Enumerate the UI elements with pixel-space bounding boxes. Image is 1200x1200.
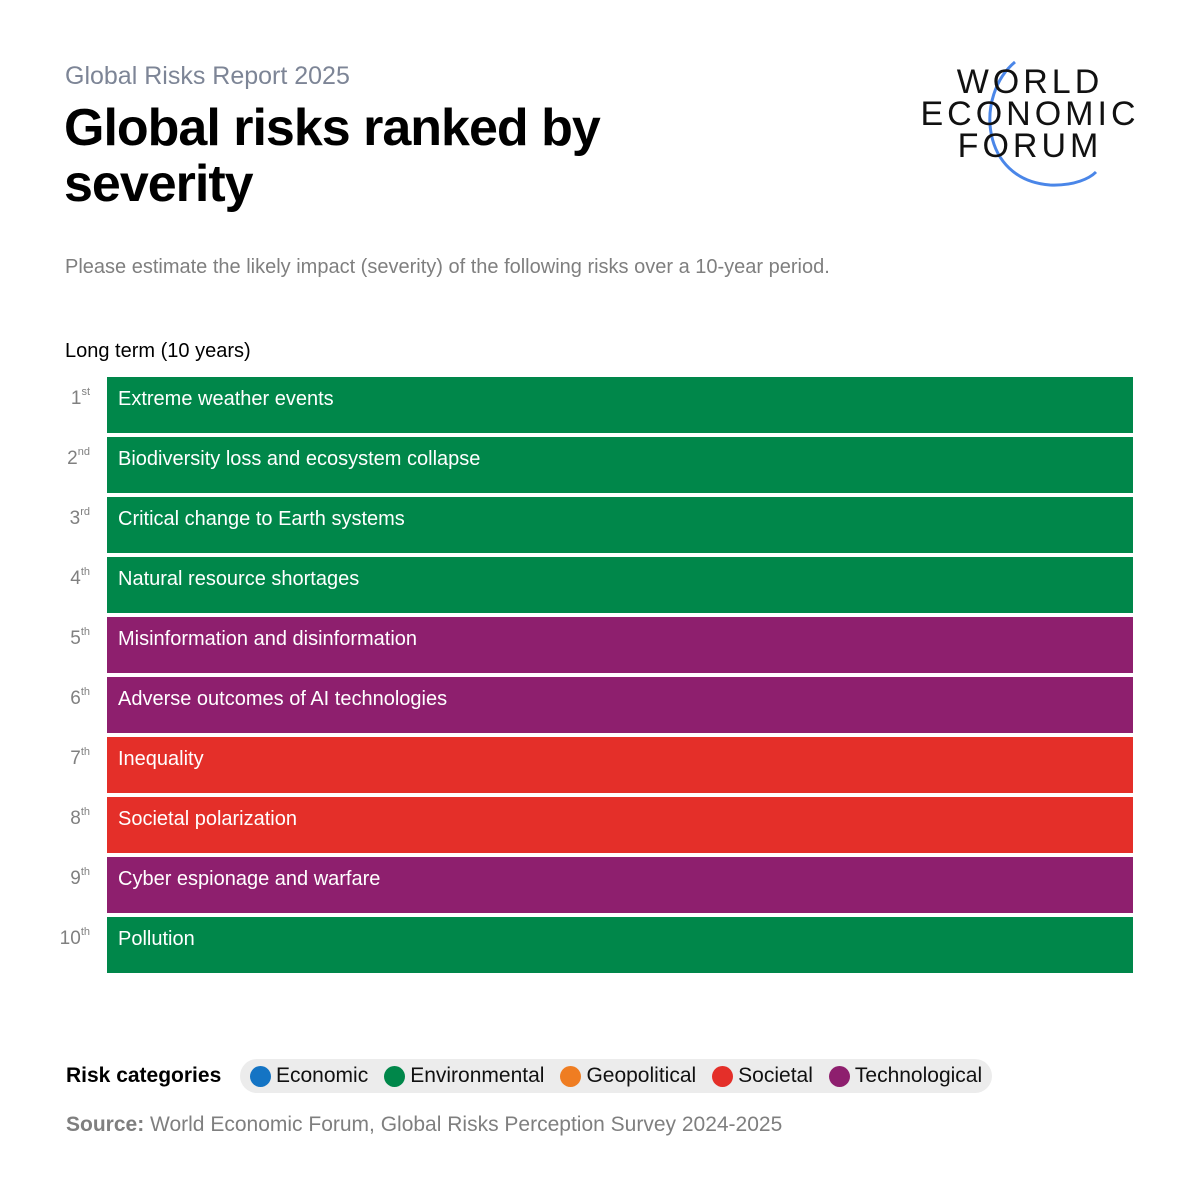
legend-label: Environmental [410, 1064, 545, 1087]
rank-suffix: th [80, 866, 90, 878]
risk-label: Critical change to Earth systems [118, 508, 405, 530]
rank-label: 6th [40, 686, 90, 710]
rank-number: 3 [69, 508, 81, 529]
section-title: Long term (10 years) [65, 340, 251, 362]
risk-label: Natural resource shortages [118, 568, 360, 590]
risk-label: Extreme weather events [118, 388, 334, 410]
rank-suffix: th [80, 806, 90, 818]
risk-bar: Societal polarization [107, 797, 1133, 853]
rank-label: 3rd [40, 506, 90, 530]
rank-number: 9 [70, 868, 81, 889]
legend-label: Geopolitical [586, 1064, 697, 1087]
legend-dot-icon [712, 1065, 734, 1087]
rank-label: 10th [40, 926, 90, 950]
rank-label: 5th [40, 626, 90, 650]
risk-label: Societal polarization [118, 808, 297, 830]
wef-logo: WORLD ECONOMIC FORUM [920, 60, 1140, 195]
rank-suffix: th [80, 926, 90, 938]
subtitle: Please estimate the likely impact (sever… [65, 256, 830, 278]
rank-suffix: th [80, 566, 90, 578]
risk-label: Adverse outcomes of AI technologies [118, 688, 448, 710]
source-label: Source: [66, 1113, 145, 1136]
risk-label: Pollution [118, 928, 195, 950]
rank-label: 1st [40, 386, 90, 410]
rank-suffix: th [80, 626, 90, 638]
rank-number: 5 [70, 628, 81, 649]
rank-label: 8th [40, 806, 90, 830]
rank-label: 2nd [40, 446, 90, 470]
rank-label: 4th [40, 566, 90, 590]
risk-bar: Adverse outcomes of AI technologies [107, 677, 1133, 733]
rank-number: 6 [70, 688, 81, 709]
rank-suffix: th [80, 686, 90, 698]
source-note: Source: World Economic Forum, Global Ris… [66, 1113, 782, 1137]
logo-word-2: ECONOMIC [920, 95, 1140, 133]
legend-label: Societal [738, 1064, 813, 1087]
risk-bar: Biodiversity loss and ecosystem collapse [107, 437, 1133, 493]
legend: Economic Environmental Geopolitical Societa… [240, 1059, 993, 1093]
logo-word-1: WORLD [956, 63, 1104, 101]
legend-item: Societal [712, 1064, 813, 1088]
risk-bar: Pollution [107, 917, 1133, 973]
legend-dot-icon [250, 1065, 271, 1087]
risk-label: Inequality [118, 748, 204, 770]
rank-label: 7th [40, 746, 90, 770]
rank-number: 7 [70, 748, 81, 769]
rank-number: 4 [70, 568, 81, 589]
rank-number: 2 [67, 448, 78, 469]
legend-label: Economic [276, 1064, 369, 1087]
rank-number: 1 [70, 388, 82, 409]
risk-bar: Natural resource shortages [107, 557, 1133, 613]
logo-arc-icon [988, 60, 1098, 187]
legend-item: Economic [250, 1064, 368, 1088]
logo-word-3: FORUM [957, 127, 1103, 165]
legend-item: Environmental [384, 1064, 544, 1088]
risk-label: Misinformation and disinformation [118, 628, 418, 650]
page-title: Global risks ranked by severity [64, 99, 601, 213]
risk-bar: Critical change to Earth systems [107, 497, 1133, 553]
legend-dot-icon [384, 1065, 406, 1087]
rank-suffix: th [80, 746, 90, 758]
risk-label: Biodiversity loss and ecosystem collapse [118, 448, 481, 470]
legend-dot-icon [560, 1065, 582, 1087]
rank-number: 10 [59, 928, 81, 949]
rank-label: 9th [40, 866, 90, 890]
source-text: World Economic Forum, Global Risks Perce… [150, 1113, 783, 1136]
risk-label: Cyber espionage and warfare [118, 868, 381, 890]
report-kicker: Global Risks Report 2025 [65, 62, 350, 90]
risk-bar: Misinformation and disinformation [107, 617, 1133, 673]
legend-item: Technological [828, 1064, 983, 1088]
risk-bar: Extreme weather events [107, 377, 1133, 433]
legend-title: Risk categories [66, 1064, 222, 1087]
rank-suffix: st [81, 386, 90, 398]
rank-suffix: nd [77, 446, 90, 458]
risk-bar: Cyber espionage and warfare [107, 857, 1133, 913]
legend-dot-icon [828, 1065, 850, 1087]
legend-label: Technological [854, 1064, 983, 1087]
legend-item: Geopolitical [560, 1064, 696, 1088]
rank-suffix: rd [80, 506, 90, 518]
risk-bar: Inequality [107, 737, 1133, 793]
rank-number: 8 [70, 808, 81, 829]
